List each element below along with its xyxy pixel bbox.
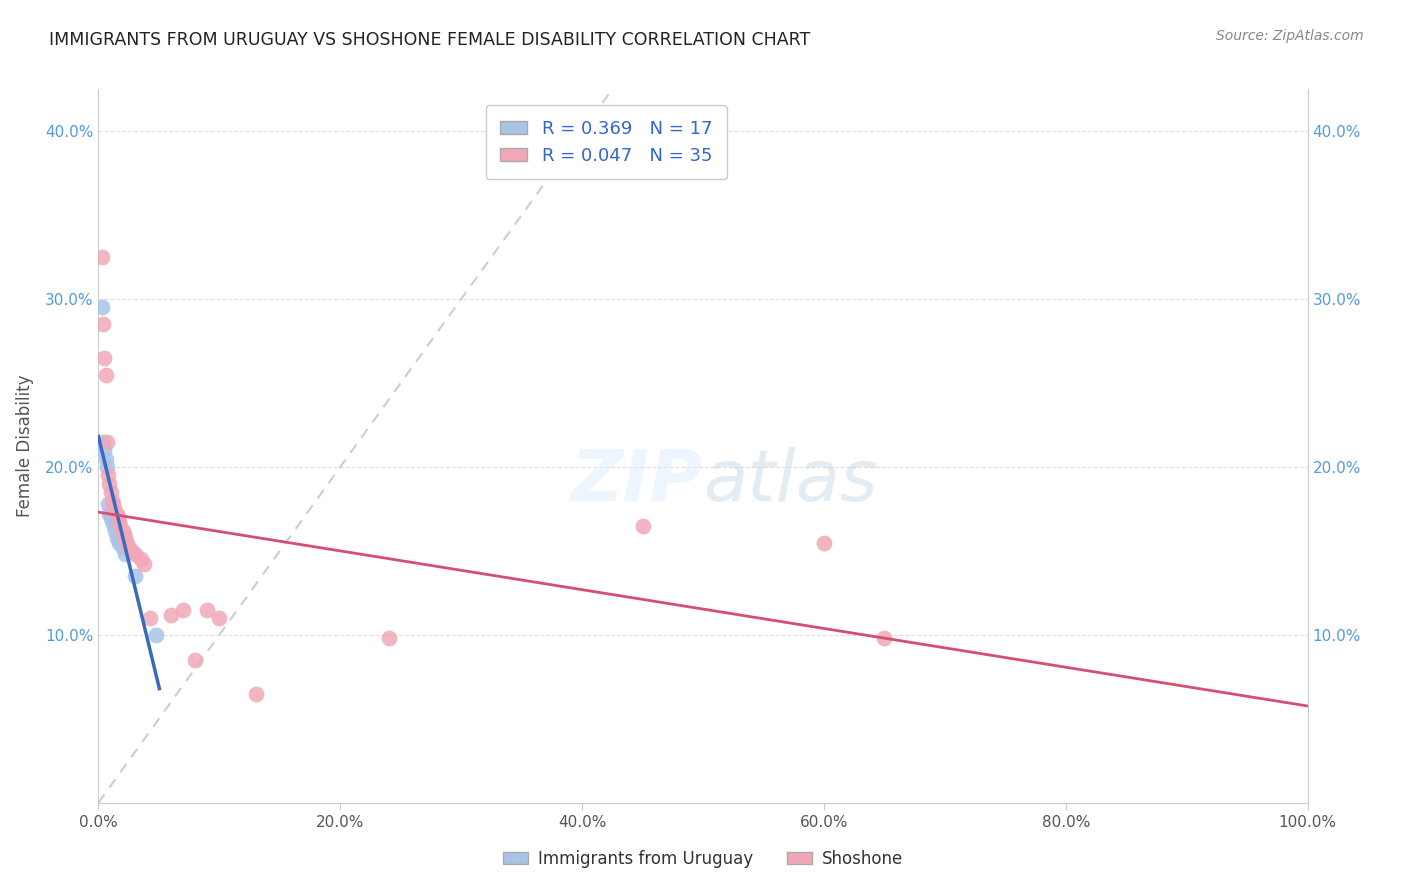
- Text: IMMIGRANTS FROM URUGUAY VS SHOSHONE FEMALE DISABILITY CORRELATION CHART: IMMIGRANTS FROM URUGUAY VS SHOSHONE FEMA…: [49, 31, 810, 49]
- Point: [94, 368, 117, 382]
- Point: [98, 507, 121, 521]
- Point: [91, 250, 114, 264]
- Point: [245, 687, 267, 701]
- Point: [377, 632, 399, 646]
- Point: [160, 607, 183, 622]
- Point: [93, 443, 115, 458]
- Point: [91, 434, 114, 449]
- Point: [172, 603, 194, 617]
- Point: [129, 552, 152, 566]
- Legend: R = 0.369   N = 17, R = 0.047   N = 35: R = 0.369 N = 17, R = 0.047 N = 35: [486, 105, 727, 179]
- Point: [118, 541, 141, 555]
- Point: [208, 611, 231, 625]
- Point: [184, 653, 207, 667]
- Point: [103, 518, 125, 533]
- Point: [117, 535, 139, 549]
- Point: [631, 518, 654, 533]
- Text: ZIP: ZIP: [571, 447, 703, 516]
- Point: [111, 541, 134, 555]
- Point: [134, 558, 156, 572]
- Point: [114, 531, 136, 545]
- Point: [145, 628, 167, 642]
- Point: [96, 434, 118, 449]
- Point: [124, 547, 146, 561]
- Point: [114, 547, 136, 561]
- Point: [121, 544, 143, 558]
- Point: [91, 318, 114, 332]
- Point: [108, 518, 131, 533]
- Text: atlas: atlas: [703, 447, 877, 516]
- Point: [139, 611, 162, 625]
- Point: [97, 468, 120, 483]
- Point: [101, 497, 124, 511]
- Point: [100, 493, 122, 508]
- Point: [97, 497, 120, 511]
- Point: [96, 460, 118, 475]
- Point: [100, 485, 122, 500]
- Point: [104, 524, 127, 538]
- Point: [107, 510, 129, 524]
- Legend: Immigrants from Uruguay, Shoshone: Immigrants from Uruguay, Shoshone: [496, 844, 910, 875]
- Point: [873, 632, 896, 646]
- Point: [91, 301, 114, 315]
- Point: [105, 531, 128, 545]
- Point: [98, 476, 121, 491]
- Point: [111, 524, 134, 538]
- Point: [813, 535, 835, 549]
- Text: Source: ZipAtlas.com: Source: ZipAtlas.com: [1216, 29, 1364, 43]
- Point: [108, 514, 131, 528]
- Point: [94, 451, 117, 466]
- Point: [105, 507, 128, 521]
- Point: [103, 502, 125, 516]
- Point: [108, 535, 131, 549]
- Point: [195, 603, 218, 617]
- Point: [100, 514, 122, 528]
- Point: [124, 569, 146, 583]
- Point: [112, 527, 135, 541]
- Y-axis label: Female Disability: Female Disability: [15, 375, 34, 517]
- Point: [93, 351, 115, 365]
- Point: [100, 510, 122, 524]
